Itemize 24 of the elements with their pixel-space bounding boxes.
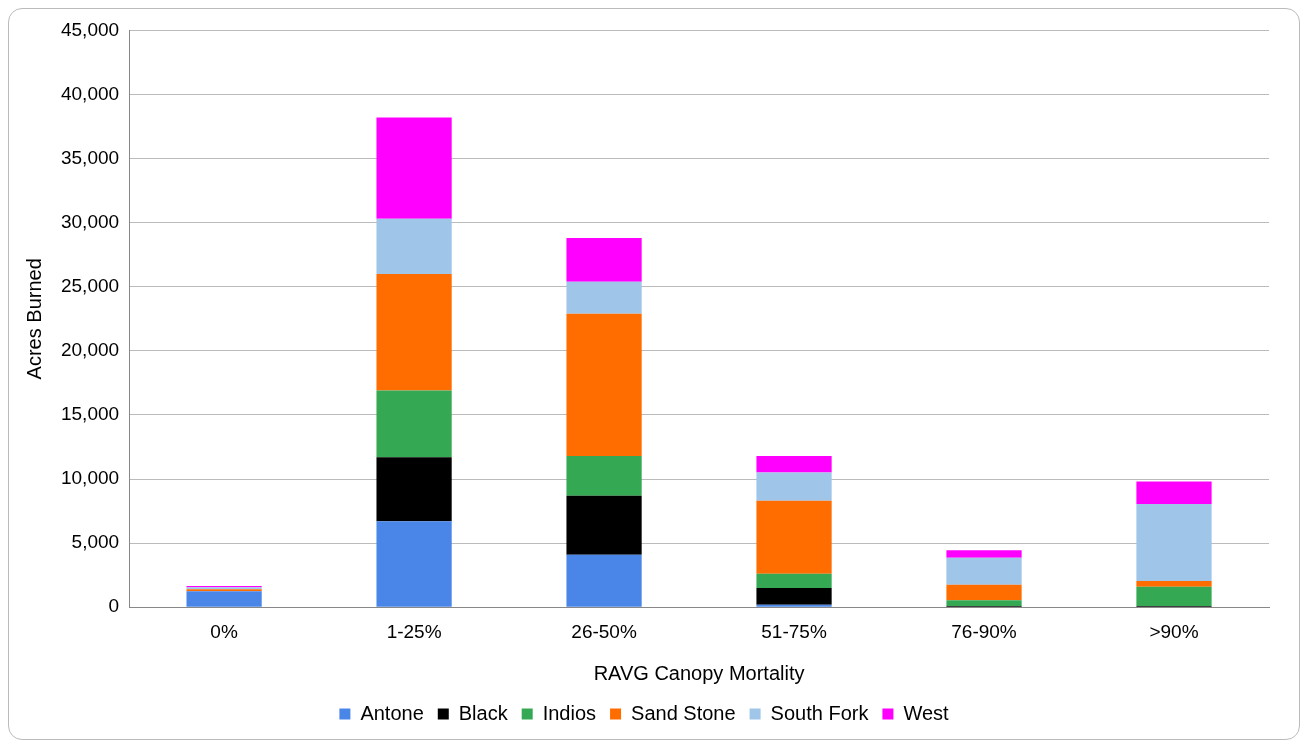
y-tick-label: 45,000 (60, 18, 120, 40)
x-axis-title: RAVG Canopy Mortality (593, 661, 805, 684)
y-tick-label: 25,000 (60, 274, 120, 296)
legend-label: Antone (360, 701, 424, 724)
x-tick-label: 26-50% (571, 620, 637, 642)
x-tick-label: 76-90% (951, 620, 1017, 642)
x-tick-label: >90% (1149, 620, 1199, 642)
y-tick-label: 5,000 (71, 531, 120, 553)
legend-label: South Fork (770, 701, 870, 724)
legend-label: Indios (542, 701, 597, 724)
x-tick-label: 1-25% (386, 620, 442, 642)
legend-label: West (903, 701, 950, 724)
x-tick-label: 0% (210, 620, 238, 642)
y-tick-label: 0 (108, 595, 120, 617)
x-tick-label: 51-75% (761, 620, 827, 642)
y-tick-label: 30,000 (60, 210, 120, 232)
legend-label: Sand Stone (631, 701, 736, 724)
y-tick-label: 40,000 (60, 82, 120, 104)
legend-label: Black (458, 701, 509, 724)
y-tick-label: 10,000 (60, 467, 120, 489)
y-tick-label: 20,000 (60, 339, 120, 361)
y-tick-label: 15,000 (60, 403, 120, 425)
y-axis-title: Acres Burned (22, 258, 45, 380)
y-tick-label: 35,000 (60, 146, 120, 168)
